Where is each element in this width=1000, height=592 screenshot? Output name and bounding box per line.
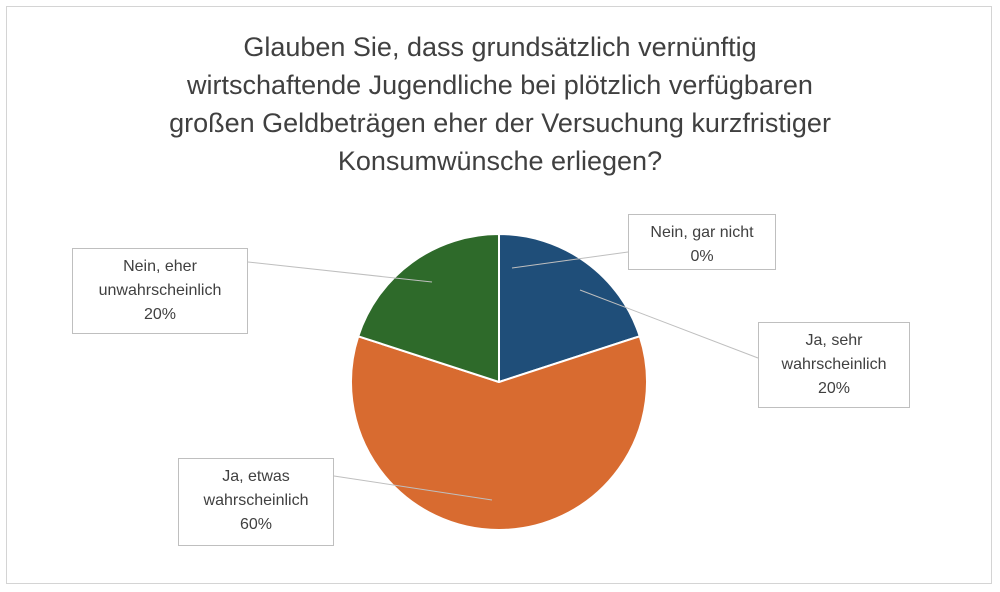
data-label-value: 20% <box>143 306 177 323</box>
leader-lines <box>247 251 759 501</box>
data-label-text: wahrscheinlich <box>781 356 887 373</box>
data-label-nein-eher: Nein, eher unwahrscheinlich 20% <box>72 248 248 334</box>
chart-title-line: wirtschaftende Jugendliche bei plötzlich… <box>187 70 813 100</box>
data-label-value: 60% <box>239 516 273 533</box>
data-label-text: Ja, sehr <box>805 332 863 349</box>
leader-line-ja-etwas <box>333 475 493 501</box>
leader-line-ja-sehr <box>579 289 759 359</box>
pie-slices <box>350 233 648 532</box>
pie-slice-ja-etwas-wahrscheinlich <box>350 335 648 532</box>
leader-line-nein-eher <box>247 261 433 283</box>
data-label-text: Nein, gar nicht <box>650 224 754 241</box>
data-label-text: Ja, etwas <box>222 468 290 485</box>
data-label-nein-gar-nicht: Nein, gar nicht 0% <box>628 214 776 270</box>
data-label-value: 0% <box>690 248 714 265</box>
data-label-text: wahrscheinlich <box>203 492 309 509</box>
pie-slice-nein-eher-unwahrscheinlich <box>357 233 500 383</box>
data-label-ja-sehr: Ja, sehr wahrscheinlich 20% <box>758 322 910 408</box>
chart-title: Glauben Sie, dass grundsätzlich vernünft… <box>0 28 1000 180</box>
chart-title-line: Konsumwünsche erliegen? <box>337 146 663 176</box>
data-label-text: Nein, eher <box>123 258 197 275</box>
data-label-text: unwahrscheinlich <box>98 282 222 299</box>
data-label-value: 20% <box>817 380 851 397</box>
data-label-ja-etwas: Ja, etwas wahrscheinlich 60% <box>178 458 334 546</box>
chart-title-line: großen Geldbeträgen eher der Versuchung … <box>169 108 831 138</box>
chart-title-line: Glauben Sie, dass grundsätzlich vernünft… <box>243 32 757 62</box>
leader-line-nein-gar-nicht <box>511 251 629 269</box>
pie-slice-ja-sehr-wahrscheinlich <box>498 233 641 383</box>
